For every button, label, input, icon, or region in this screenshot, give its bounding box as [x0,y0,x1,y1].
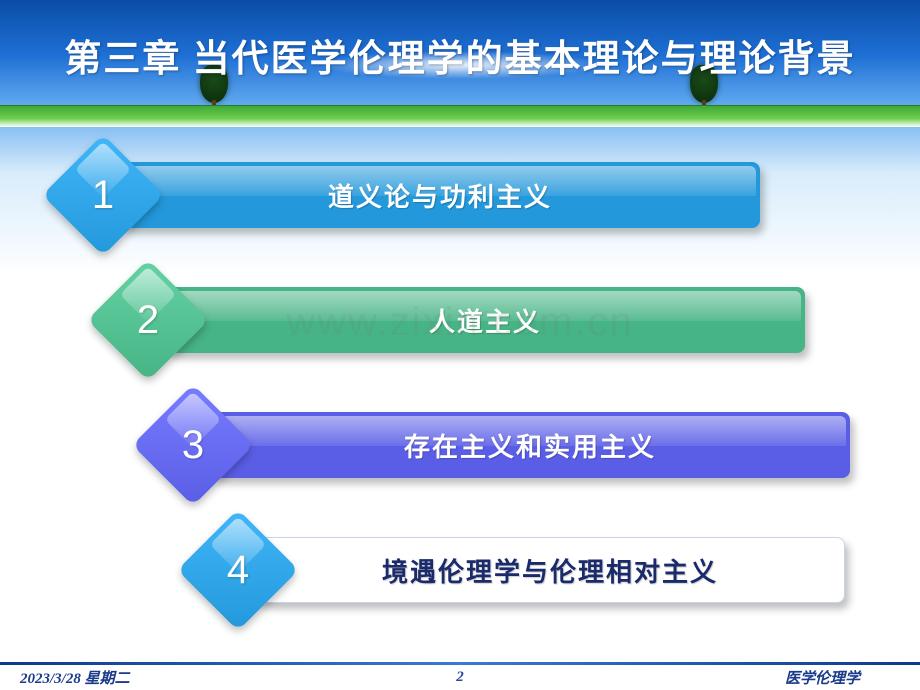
item-number: 1 [60,152,146,238]
list-item: 境遇伦理学与伦理相对主义 4 [0,515,920,625]
item-bar: 人道主义 [165,287,805,353]
list-item: 道义论与功利主义 1 [0,140,920,250]
footer-date: 2023/3/28 星期二 [20,667,130,688]
item-bar: 境遇伦理学与伦理相对主义 [255,537,845,603]
item-label: 人道主义 [429,302,541,339]
list-item: 存在主义和实用主义 3 [0,390,920,500]
footer-course: 医学伦理学 [785,667,860,688]
item-bar: 存在主义和实用主义 [210,412,850,478]
item-label: 道义论与功利主义 [328,177,552,214]
item-label: 存在主义和实用主义 [404,427,656,464]
footer-page: 2 [456,669,464,686]
list-item: 人道主义 2 [0,265,920,375]
item-label: 境遇伦理学与伦理相对主义 [382,552,718,589]
item-number: 2 [105,277,191,363]
footer: 2023/3/28 星期二 2 医学伦理学 [0,662,920,690]
content-area: 道义论与功利主义 1 人道主义 2 存在主义和实用主义 3 境遇伦理学与伦理相对主义 4 [0,140,920,650]
item-number: 3 [150,402,236,488]
slide-title: 第三章 当代医学伦理学的基本理论与理论背景 [0,28,920,82]
slide: 第三章 当代医学伦理学的基本理论与理论背景 道义论与功利主义 1 人道主义 2 存在主义… [0,0,920,690]
item-number: 4 [195,527,281,613]
item-bar: 道义论与功利主义 [120,162,760,228]
grass-strip [0,105,920,127]
